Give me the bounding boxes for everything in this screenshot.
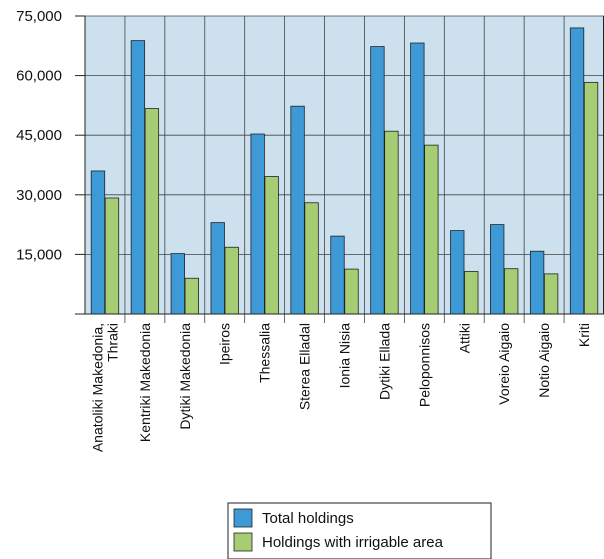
- y-tick-label-3: 60,000: [16, 68, 62, 85]
- category-label-0-line-1: Thraki: [104, 323, 120, 362]
- legend-swatch-1: [233, 532, 253, 552]
- y-tick-labels: 15,000 30,000 45,000 60,000 75,000: [16, 8, 62, 263]
- bar-total-8: [410, 42, 425, 315]
- bar-irrigable-6: [344, 268, 359, 315]
- category-label-2: Dytiki Makedonia: [177, 323, 193, 430]
- y-tick-label-4: 75,000: [16, 8, 62, 25]
- bar-irrigable-2: [184, 277, 199, 315]
- legend-swatch-0: [233, 508, 253, 528]
- bar-total-0: [90, 170, 106, 315]
- bar-irrigable-11: [543, 273, 559, 315]
- bar-irrigable-5: [304, 202, 319, 315]
- bar-irrigable-0: [104, 197, 120, 315]
- bar-irrigable-3: [224, 246, 239, 315]
- y-tick-label-2: 45,000: [16, 127, 62, 144]
- bar-irrigable-9: [464, 271, 479, 315]
- bar-total-3: [210, 222, 225, 315]
- bar-irrigable-8: [424, 144, 439, 315]
- category-label-10: Voreio Aigaio: [496, 323, 512, 405]
- category-label-4: Thessalia: [257, 323, 273, 383]
- bar-irrigable-12: [583, 81, 599, 315]
- legend: Total holdings Holdings with irrigable ar…: [227, 502, 492, 559]
- category-label-9: Attiki: [456, 323, 472, 353]
- legend-label-0: Total holdings: [262, 510, 354, 527]
- bar-total-7: [370, 46, 385, 315]
- category-label-3: Ipeiros: [217, 323, 233, 365]
- y-tick-label-1: 30,000: [16, 187, 62, 204]
- bar-irrigable-1: [144, 108, 160, 315]
- bar-irrigable-4: [264, 176, 279, 315]
- bar-total-10: [490, 224, 505, 315]
- bar-total-5: [290, 105, 305, 315]
- bar-irrigable-10: [504, 268, 519, 315]
- bar-total-6: [330, 235, 345, 315]
- bar-total-9: [450, 230, 465, 315]
- category-label-6: Ionia Nisia: [337, 323, 353, 389]
- bar-total-2: [170, 253, 185, 315]
- category-label-11: Notio Aigaio: [536, 323, 552, 398]
- category-label-12: Kriti: [576, 323, 592, 347]
- y-tick-label-0: 15,000: [16, 246, 62, 263]
- bar-total-11: [529, 250, 545, 315]
- category-label-5: Sterea Elladal: [297, 323, 313, 410]
- category-label-7: Dytiki Ellada: [376, 323, 392, 400]
- category-label-8: Peloponnisos: [416, 323, 432, 407]
- legend-label-1: Holdings with irrigable area: [262, 534, 444, 551]
- bar-total-4: [250, 133, 265, 315]
- bar-total-12: [569, 27, 585, 315]
- category-labels: Anatoliki Makedonia, Thraki Kentriki Maked…: [89, 323, 592, 452]
- bar-irrigable-7: [384, 130, 399, 315]
- category-label-0-line-0: Anatoliki Makedonia,: [89, 323, 105, 452]
- category-separators: [124, 16, 565, 323]
- category-label-1: Kentriki Makedonia: [137, 323, 153, 442]
- bar-total-1: [130, 40, 146, 315]
- legend-box: [227, 502, 492, 559]
